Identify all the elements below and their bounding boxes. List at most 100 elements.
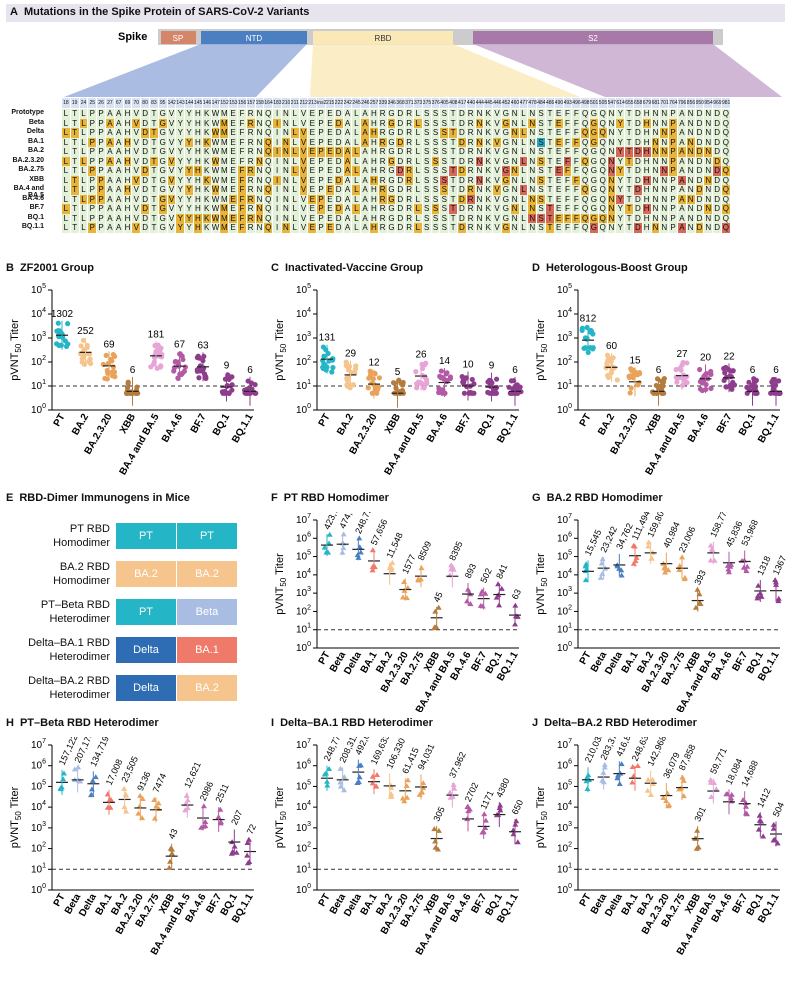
mutation-cell: R	[378, 204, 388, 214]
mutation-cell: G	[590, 223, 599, 233]
mutation-cell: D	[695, 223, 705, 233]
mutation-cell: L	[79, 185, 89, 195]
mutation-cell: T	[625, 223, 634, 233]
mutation-cell: V	[167, 166, 177, 176]
data-point	[653, 382, 659, 389]
mutation-cell: V	[493, 137, 502, 147]
mutation-cell: N	[607, 204, 617, 214]
mutation-cell: Q	[264, 109, 274, 119]
y-tick-label: 100	[557, 883, 572, 896]
mutation-cell: N	[686, 109, 696, 119]
y-axis-label: pVNT50 Titer	[274, 786, 288, 848]
mutation-cell: G	[158, 213, 168, 223]
mutation-cell: M	[220, 118, 230, 128]
mutation-cell: S	[440, 118, 450, 128]
mutation-cell: F	[238, 137, 247, 147]
mutation-cell: E	[554, 175, 564, 185]
data-label: 10	[462, 360, 474, 371]
mutation-cell: D	[141, 223, 150, 233]
category-label: PT	[578, 412, 594, 429]
chart-title: C Inactivated-Vaccine Group	[271, 262, 424, 274]
mutation-cell: T	[70, 109, 80, 119]
mutation-cell: T	[449, 118, 458, 128]
mutation-cell: L	[519, 109, 529, 119]
data-point	[644, 787, 651, 793]
data-point	[708, 371, 714, 378]
mutation-cell: D	[634, 137, 643, 147]
mutation-cell: L	[79, 213, 89, 223]
data-point	[399, 795, 406, 801]
data-label: 6	[130, 365, 136, 376]
data-point	[104, 791, 111, 797]
mutation-cell: L	[79, 166, 89, 176]
mutation-cell: E	[229, 147, 238, 157]
mutation-cell: S	[431, 204, 441, 214]
data-point	[79, 355, 85, 362]
mutation-cell: G	[502, 109, 511, 119]
data-label: 207	[229, 809, 244, 827]
mutation-cell: R	[466, 223, 476, 233]
y-tick-label: 105	[296, 779, 311, 792]
mutation-cell: A	[106, 156, 115, 166]
mutation-cell: D	[695, 213, 705, 223]
mutation-cell: Y	[616, 128, 626, 138]
mutation-cell: F	[572, 194, 582, 204]
mutation-cell: F	[563, 147, 573, 157]
mutation-cell: E	[326, 223, 335, 233]
position-header: 375	[422, 98, 432, 108]
immunogen-name: PT RBD	[69, 523, 110, 535]
data-point	[110, 351, 116, 358]
data-point	[196, 375, 202, 381]
mutation-cell: H	[642, 118, 652, 128]
mutation-cell: S	[440, 223, 450, 233]
mutation-cell: Q	[722, 128, 731, 138]
mutation-cell: L	[519, 166, 529, 176]
mutation-cell: R	[378, 109, 388, 119]
mutation-cell: D	[396, 185, 406, 195]
data-point	[171, 368, 177, 374]
data-point	[352, 366, 359, 372]
mutation-cell: S	[537, 204, 546, 214]
y-tick-label: 106	[296, 531, 311, 544]
variant-label: BA.2.75	[18, 166, 44, 173]
mutation-cell: N	[282, 175, 291, 185]
position-header: 405	[440, 98, 450, 108]
mutation-cell: Q	[598, 194, 608, 204]
mutation-cell: Q	[598, 175, 608, 185]
mutation-cell: T	[449, 156, 458, 166]
mutation-cell: Y	[185, 147, 194, 157]
mutation-cell: N	[686, 166, 696, 176]
mutation-cell: P	[669, 128, 678, 138]
mutation-cell: K	[484, 118, 494, 128]
mutation-cell: N	[651, 128, 661, 138]
category-label: BF.7	[189, 412, 209, 436]
mutation-cell: H	[123, 118, 133, 128]
data-point	[755, 826, 762, 832]
mutation-cell: V	[167, 175, 177, 185]
mutation-cell: S	[537, 118, 546, 128]
mutation-cell: Q	[581, 137, 590, 147]
mutation-cell: N	[686, 128, 696, 138]
mutation-cell: A	[678, 109, 687, 119]
data-point	[375, 384, 382, 390]
mutation-cell: L	[414, 175, 423, 185]
y-tick-label: 100	[31, 403, 46, 416]
data-label: 893	[463, 562, 478, 580]
mutation-cell: G	[502, 156, 511, 166]
data-point	[88, 786, 95, 792]
domain-sp-label: SP	[173, 34, 184, 43]
mutation-cell: N	[510, 156, 520, 166]
mutation-cell: A	[343, 175, 353, 185]
mutation-cell: G	[590, 185, 599, 195]
position-header: 505	[598, 98, 608, 108]
mutation-cell: P	[88, 185, 98, 195]
mutation-cell: N	[475, 185, 485, 195]
data-point	[244, 860, 251, 866]
position-header: 493	[563, 98, 573, 108]
mutation-cell: S	[422, 175, 432, 185]
mutation-cell: W	[211, 128, 221, 138]
chart-title: H PT–Beta RBD Heterodimer	[6, 717, 159, 729]
data-point	[587, 344, 593, 351]
mutation-cell: H	[194, 109, 203, 119]
data-point	[139, 796, 146, 802]
